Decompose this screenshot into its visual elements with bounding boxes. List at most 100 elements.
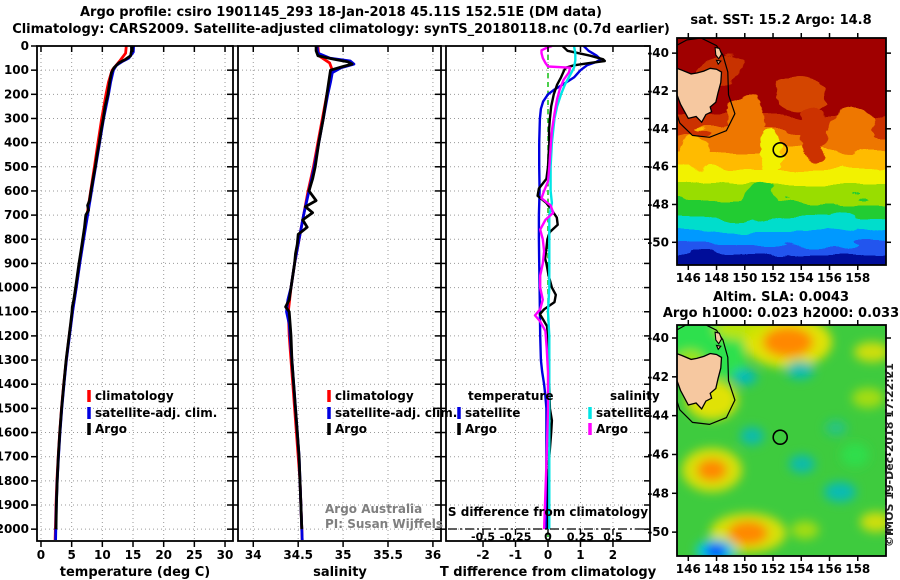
figure-title-line2: Climatology: CARS2009. Satellite-adjuste…: [12, 22, 670, 37]
s-difference-axis-title: S difference from climatology: [448, 505, 648, 519]
tasmania-landmass: [677, 352, 723, 410]
x-tick-label: -2: [476, 548, 489, 562]
shelf-contour: [677, 38, 736, 138]
x-tick-label: 1: [576, 548, 584, 562]
depth-tick-label: 1600: [0, 426, 29, 440]
sla-blob: [860, 512, 886, 532]
lon-tick-label: 148: [704, 562, 729, 576]
sst-patch: [686, 132, 714, 172]
sla-blob: [854, 342, 886, 362]
sst-band: [677, 167, 886, 186]
sla-field: [677, 325, 886, 556]
sla-blob: [697, 459, 727, 481]
temperature-plot-area: [37, 46, 233, 541]
salinity-plot-area: [238, 46, 441, 541]
lat-tick-label: -42: [647, 370, 669, 384]
legend-difference-panel: temperature satellite Argo salinity sate…: [457, 389, 660, 436]
lon-tick-label: 150: [732, 271, 757, 285]
depth-tick-label: 400: [4, 136, 29, 150]
lat-tick-label: -44: [647, 409, 669, 423]
depth-tick-label: 600: [4, 184, 29, 198]
depth-tick-label: 0: [21, 39, 29, 53]
sla-blob: [728, 521, 768, 545]
sla-map-axes: 146 148 150 152 154 156 158 -40 -42 -44 -46 -48 -50: [647, 320, 891, 576]
shelf-contour: [677, 325, 736, 426]
depth-tick-label: 1200: [0, 329, 29, 343]
sst-patch: [758, 134, 782, 170]
x-tick-label: 34.5: [283, 548, 313, 562]
lat-tick-label: -44: [647, 122, 669, 136]
series-s-argo: [533, 46, 572, 530]
series-t-satellite: [537, 46, 602, 530]
depth-tick-label: 100: [4, 63, 29, 77]
depth-tick-label: 1700: [0, 450, 29, 464]
legend-label-climatology: climatology: [95, 389, 174, 403]
cape-barren-island: [715, 59, 722, 66]
t-difference-axis-title: T difference from climatology: [440, 565, 657, 580]
depth-tick-label: 1400: [0, 377, 29, 391]
x-tick-label: 30: [217, 548, 234, 562]
flinders-island: [714, 46, 723, 60]
sla-blob: [763, 327, 813, 357]
sst-patch: [801, 104, 829, 160]
lat-tick-label: -40: [647, 46, 669, 60]
lon-tick-label: 152: [760, 562, 785, 576]
legend-label-t-satellite: satellite: [465, 406, 520, 420]
salinity-axis-title: salinity: [313, 565, 367, 580]
x-tick-label: 15: [125, 548, 142, 562]
lon-tick-label: 158: [845, 271, 870, 285]
lon-tick-label: 156: [817, 271, 842, 285]
lat-tick-label: -50: [647, 235, 669, 249]
x-tick-label: 34: [245, 548, 262, 562]
legend-label-argo: Argo: [335, 422, 367, 436]
legend-label-s-satellite: satellite: [596, 406, 651, 420]
x-tick-label: 35: [335, 548, 352, 562]
sst-map-axes: 146 148 150 152 154 156 158 -40 -42 -44 -46 -48 -50: [647, 33, 891, 285]
lon-tick-label: 146: [676, 271, 701, 285]
sla-anomaly-blobs: [677, 325, 886, 556]
sla-map-title-line1: Altim. SLA: 0.0043: [713, 290, 849, 305]
lon-tick-label: 150: [732, 562, 757, 576]
x-tick-label: 5: [67, 548, 75, 562]
sst-map-title: sat. SST: 15.2 Argo: 14.8: [690, 13, 871, 28]
imos-watermark: ©IMOS 19-Dec-2018 17:22:21: [883, 363, 896, 547]
salinity-curves: [284, 46, 356, 541]
lat-tick-label: -48: [647, 197, 669, 211]
depth-tick-label: 700: [4, 208, 29, 222]
depth-tick-label: 1800: [0, 474, 29, 488]
lon-tick-label: 152: [760, 271, 785, 285]
x-tick-label: -1: [509, 548, 522, 562]
argo-position-marker-sla: [772, 429, 789, 446]
temperature-panel: 0 5 10 15 20 25 300100200300400500600700800900…: [0, 39, 234, 562]
depth-tick-label: 1500: [0, 401, 29, 415]
legend-label-satellite-adj: satellite-adj. clim.: [335, 406, 457, 420]
salinity-panel: 34 34.5 35 35.5 36: [232, 45, 442, 562]
temperature-curves: [53, 46, 135, 541]
series-argo: [54, 46, 133, 530]
profile-panels: 0 5 10 15 20 25 300100200300400500600700800900…: [0, 39, 651, 562]
sst-map-border: [676, 37, 887, 266]
argo-position-marker-sst: [772, 142, 789, 158]
flinders-island: [714, 331, 723, 345]
sst-band: [677, 232, 886, 244]
x-tick-label: 25: [186, 548, 203, 562]
depth-tick-label: 1000: [0, 281, 29, 295]
depth-tick-label: 1900: [0, 498, 29, 512]
sla-blob: [733, 369, 757, 385]
sla-blob: [786, 361, 814, 379]
x-tick-label: 2: [609, 548, 617, 562]
lat-tick-label: -48: [647, 486, 669, 500]
sla-blob: [825, 420, 847, 436]
figure-title-line1: Argo profile: csiro 1901145_293 18-Jan-2…: [80, 5, 602, 20]
x-tick-label: 36: [425, 548, 442, 562]
sst-patch: [746, 185, 778, 221]
sst-band: [677, 218, 886, 232]
sst-patch: [822, 211, 858, 237]
annotation-pi: PI: Susan Wijffels: [325, 517, 443, 531]
legend-label-satellite-adj: satellite-adj. clim.: [95, 406, 217, 420]
temperature-axis-title: temperature (deg C): [60, 565, 210, 580]
lat-tick-label: -46: [647, 160, 669, 174]
s-axis-tick-label: 0: [544, 531, 552, 544]
